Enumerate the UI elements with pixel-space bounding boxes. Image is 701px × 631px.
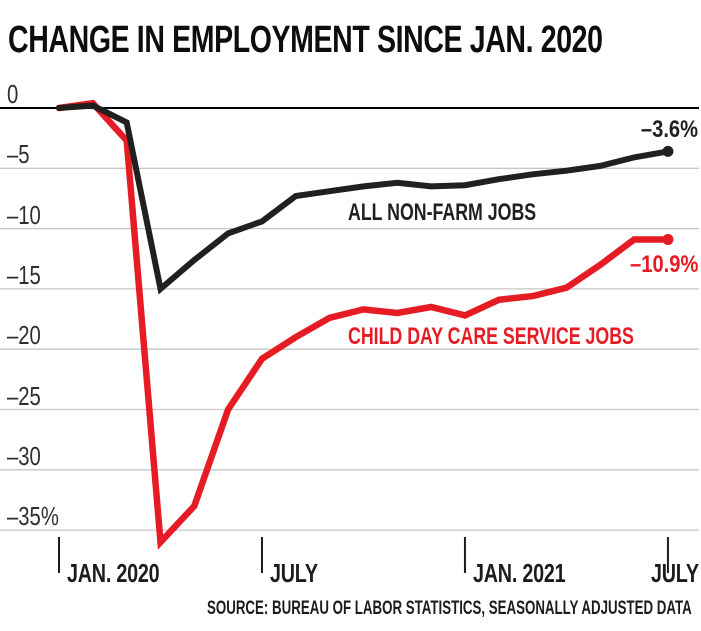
source-attribution: SOURCE: BUREAU OF LABOR STATISTICS, SEAS… (207, 598, 692, 619)
end-dot-child-day-care-service-jobs (662, 233, 674, 245)
y-axis-label: –20 (7, 320, 41, 351)
series-label-child-day-care-service-jobs: CHILD DAY CARE SERVICE JOBS (348, 323, 634, 350)
end-value-all-non-farm-jobs: –3.6% (640, 116, 698, 143)
chart-title-text: CHANGE IN EMPLOYMENT SINCE JAN. 2020 (8, 19, 603, 61)
end-dot-all-non-farm-jobs (662, 145, 674, 157)
line-child-day-care-service-jobs (55, 99, 672, 550)
x-axis-label: JAN. 2020 (67, 558, 160, 588)
y-axis-label: –25 (7, 380, 41, 411)
y-axis-label: –15 (7, 259, 41, 290)
chart-title: CHANGE IN EMPLOYMENT SINCE JAN. 2020 (8, 18, 701, 62)
y-axis-label: –10 (7, 199, 41, 230)
x-axis-label: JAN. 2021 (472, 558, 566, 588)
y-axis-label: –5 (7, 139, 30, 170)
series-label-all-non-farm-jobs: ALL NON-FARM JOBS (348, 199, 537, 226)
x-axis-label: JULY (650, 558, 699, 588)
end-value-child-day-care-service-jobs: –10.9% (629, 251, 698, 278)
line-all-non-farm-jobs (56, 102, 671, 295)
y-axis-label: –30 (7, 440, 41, 471)
y-axis-label: 0 (7, 79, 19, 109)
x-axis-label: JULY (269, 558, 318, 588)
y-axis-label: –35% (7, 501, 59, 532)
